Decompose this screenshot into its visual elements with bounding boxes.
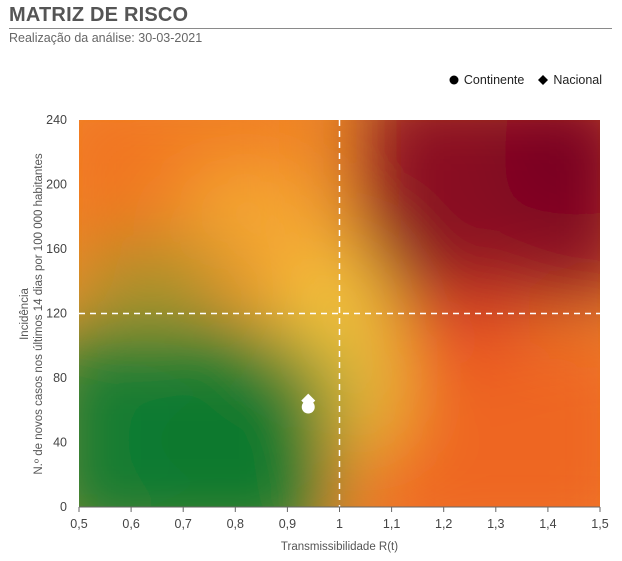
analysis-date: Realização da análise: 30-03-2021: [9, 31, 203, 45]
circle-marker-icon: [449, 75, 459, 85]
y-axis-ticks: 0 40 80 120 160 200 240: [46, 113, 67, 514]
diamond-marker-icon: [538, 75, 549, 85]
legend: Continente Nacional: [449, 73, 602, 87]
x-tick-label: 1,5: [591, 517, 608, 531]
legend-label-nacional: Nacional: [553, 73, 602, 87]
risk-heatmap-background: [79, 120, 600, 507]
legend-item-nacional: Nacional: [538, 73, 602, 87]
y-tick-label: 40: [53, 436, 67, 450]
threshold-lines: [79, 120, 600, 507]
y-tick-label: 0: [60, 500, 67, 514]
y-axis-title-line2: N.º de novos casos nos últimos 14 dias p…: [33, 153, 45, 475]
x-tick-label: 0,5: [70, 517, 87, 531]
x-tick-label: 1,4: [539, 517, 556, 531]
x-tick-label: 0,6: [122, 517, 139, 531]
x-axis-ticks: 0,5 0,6 0,7 0,8 0,9 1 1,1 1,2 1,3 1,4 1,5: [70, 507, 609, 531]
title-divider: [9, 28, 612, 29]
x-tick-label: 1,1: [383, 517, 400, 531]
x-tick-label: 1,3: [487, 517, 504, 531]
legend-item-continente: Continente: [449, 73, 524, 87]
x-tick-label: 1: [336, 517, 343, 531]
data-points: [301, 393, 316, 414]
x-tick-label: 0,8: [227, 517, 244, 531]
y-tick-label: 240: [46, 113, 67, 127]
x-tick-label: 0,7: [175, 517, 192, 531]
x-tick-label: 1,2: [435, 517, 452, 531]
y-tick-label: 200: [46, 178, 67, 192]
x-axis-title: Transmissibilidade R(t): [281, 541, 398, 553]
y-tick-label: 120: [46, 307, 67, 321]
y-tick-label: 80: [53, 371, 67, 385]
point-nacional: [301, 393, 316, 408]
chart-title: MATRIZ DE RISCO: [9, 4, 189, 26]
x-tick-label: 0,9: [279, 517, 296, 531]
y-tick-label: 160: [46, 242, 67, 256]
y-axis-title-line1: Incidência: [19, 288, 31, 340]
legend-label-continente: Continente: [463, 73, 525, 87]
